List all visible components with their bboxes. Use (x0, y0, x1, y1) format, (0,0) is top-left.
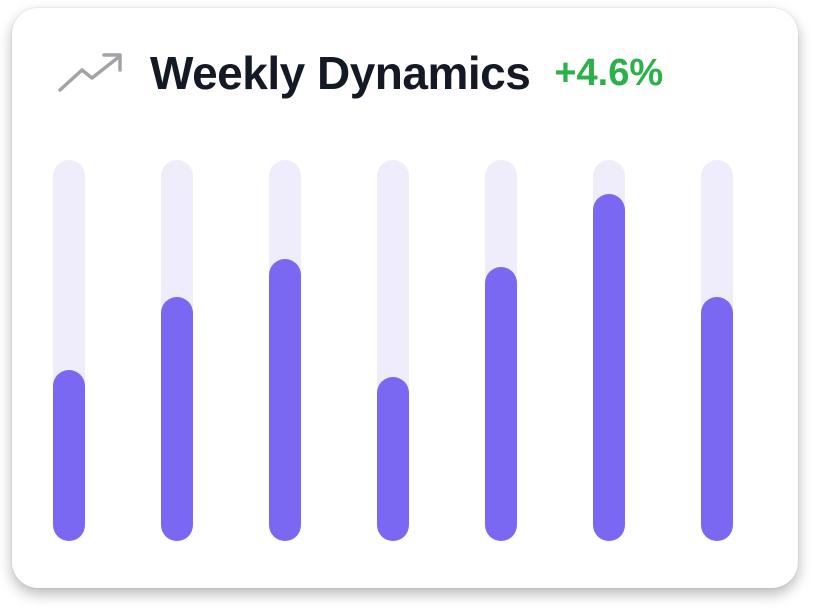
bar-fill (53, 370, 85, 541)
bar-fill (377, 377, 409, 541)
bar-track (161, 160, 193, 541)
bar-fill (485, 267, 517, 541)
trending-up-icon (58, 53, 122, 92)
bar-fill (161, 297, 193, 541)
bar-fill (701, 297, 733, 541)
bar-track (269, 160, 301, 541)
weekly-dynamics-card: Weekly Dynamics +4.6% (12, 8, 798, 588)
card-title: Weekly Dynamics (150, 47, 531, 99)
bar-track (377, 160, 409, 541)
card-header: Weekly Dynamics +4.6% (56, 38, 663, 108)
bar-fill (269, 259, 301, 541)
bar-track (701, 160, 733, 541)
bar-track (485, 160, 517, 541)
bar-track (593, 160, 625, 541)
change-percentage: +4.6% (554, 51, 664, 94)
bar-track (53, 160, 85, 541)
bar-fill (593, 194, 625, 541)
